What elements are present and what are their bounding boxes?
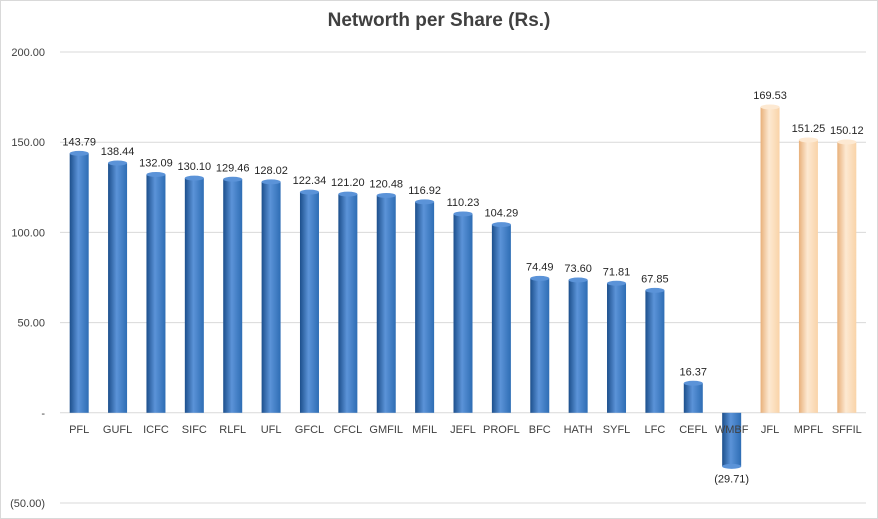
bar-cap-cfcl (338, 191, 358, 197)
bar-sffil (837, 141, 857, 413)
data-label-lfc: 67.85 (641, 273, 669, 285)
bar-cap-hath (568, 277, 588, 283)
y-tick-label: (50.00) (10, 498, 45, 510)
data-label-mfil: 116.92 (408, 185, 441, 197)
bar-cap-sifc (184, 175, 204, 181)
data-label-cefl: 16.37 (680, 366, 708, 378)
category-label-gfcl: GFCL (295, 424, 324, 436)
bar-pfl (69, 153, 89, 413)
bar-syfl (607, 283, 627, 413)
category-label-gmfil: GMFIL (369, 424, 403, 436)
category-label-cfcl: CFCL (333, 424, 362, 436)
category-label-mpfl: MPFL (794, 424, 823, 436)
bar-cap-bfc (530, 275, 550, 281)
bar-cap-gfcl (299, 189, 319, 195)
bar-cap-mpfl (798, 137, 818, 143)
bars (69, 104, 857, 469)
bar-cap-sffil (837, 139, 857, 145)
bar-cap-jfl (760, 104, 780, 110)
bar-mfil (415, 201, 435, 413)
category-label-lfc: LFC (645, 424, 666, 436)
category-label-sffil: SFFIL (832, 424, 862, 436)
data-label-jefl: 110.23 (447, 197, 480, 209)
bar-jfl (760, 106, 780, 413)
bar-cap-icfc (146, 172, 166, 178)
bar-sifc (184, 178, 204, 413)
bar-cap-ufl (261, 179, 281, 185)
data-labels: 143.79 138.44 132.09 130.10 129.46 128.02 122.… (62, 90, 863, 485)
bar-gufl (108, 163, 128, 413)
y-tick-label: 200.00 (11, 47, 45, 59)
bar-cap-profl (491, 222, 511, 228)
category-label-mfil: MFIL (412, 424, 437, 436)
bar-cap-cefl (683, 380, 703, 386)
bar-cap-jefl (453, 211, 473, 217)
bar-cefl (683, 383, 703, 413)
category-label-rlfl: RLFL (219, 424, 246, 436)
category-label-sifc: SIFC (182, 424, 207, 436)
category-label-syfl: SYFL (603, 424, 631, 436)
bar-rlfl (223, 179, 243, 413)
bar-cap-syfl (607, 280, 627, 286)
y-tick-label: 50.00 (17, 318, 45, 330)
data-label-rlfl: 129.46 (216, 162, 250, 174)
y-tick-label: 150.00 (11, 137, 45, 149)
data-label-mpfl: 151.25 (792, 123, 826, 135)
category-label-pfl: PFL (69, 424, 89, 436)
category-labels: PFL GUFL ICFC SIFC RLFL UFL GFCL CFCL GMFIL MFIL J… (69, 424, 862, 436)
data-label-wmbf: (29.71) (714, 473, 749, 485)
data-label-gufl: 138.44 (101, 146, 135, 158)
bar-lfc (645, 290, 665, 413)
bar-gfcl (299, 192, 319, 413)
bar-hath (568, 280, 588, 413)
data-label-sffil: 150.12 (830, 125, 864, 137)
bar-cap-rlfl (223, 176, 243, 182)
bar-icfc (146, 174, 166, 413)
bar-cap-gmfil (376, 192, 396, 198)
y-tick-label: 100.00 (11, 227, 45, 239)
data-label-gfcl: 122.34 (293, 175, 327, 187)
bar-cfcl (338, 194, 358, 413)
data-label-gmfil: 120.48 (369, 178, 403, 190)
data-label-jfl: 169.53 (753, 90, 787, 102)
bar-jefl (453, 213, 473, 413)
data-label-icfc: 132.09 (139, 158, 173, 170)
category-label-cefl: CEFL (679, 424, 707, 436)
category-label-jfl: JFL (761, 424, 779, 436)
y-tick-label: - (41, 408, 45, 420)
category-label-profl: PROFL (483, 424, 520, 436)
category-label-ufl: UFL (261, 424, 282, 436)
data-label-sifc: 130.10 (178, 161, 212, 173)
y-axis-ticks: 200.00 150.00 100.00 50.00 - (50.00) (10, 47, 45, 510)
category-label-wmbf: WMBF (715, 424, 749, 436)
bar-cap-wmbf (722, 463, 742, 469)
category-label-bfc: BFC (529, 424, 551, 436)
bar-wmbf (722, 412, 742, 467)
category-label-icfc: ICFC (143, 424, 169, 436)
data-label-syfl: 71.81 (603, 266, 631, 278)
data-label-ufl: 128.02 (254, 165, 288, 177)
bar-cap-lfc (645, 287, 665, 293)
bar-cap-mfil (415, 199, 435, 205)
bar-profl (491, 224, 511, 413)
bar-gmfil (376, 195, 396, 413)
category-label-gufl: GUFL (103, 424, 132, 436)
bar-cap-gufl (108, 160, 128, 166)
data-label-profl: 104.29 (485, 208, 519, 220)
bar-mpfl (798, 139, 818, 413)
bar-ufl (261, 181, 281, 413)
bar-bfc (530, 278, 550, 413)
data-label-cfcl: 121.20 (331, 177, 365, 189)
data-label-bfc: 74.49 (526, 261, 554, 273)
category-label-jefl: JEFL (450, 424, 476, 436)
data-label-pfl: 143.79 (62, 136, 96, 148)
category-label-hath: HATH (564, 424, 593, 436)
chart-title: Networth per Share (Rs.) (327, 10, 551, 31)
bar-cap-pfl (69, 150, 89, 156)
data-label-hath: 73.60 (564, 263, 592, 275)
